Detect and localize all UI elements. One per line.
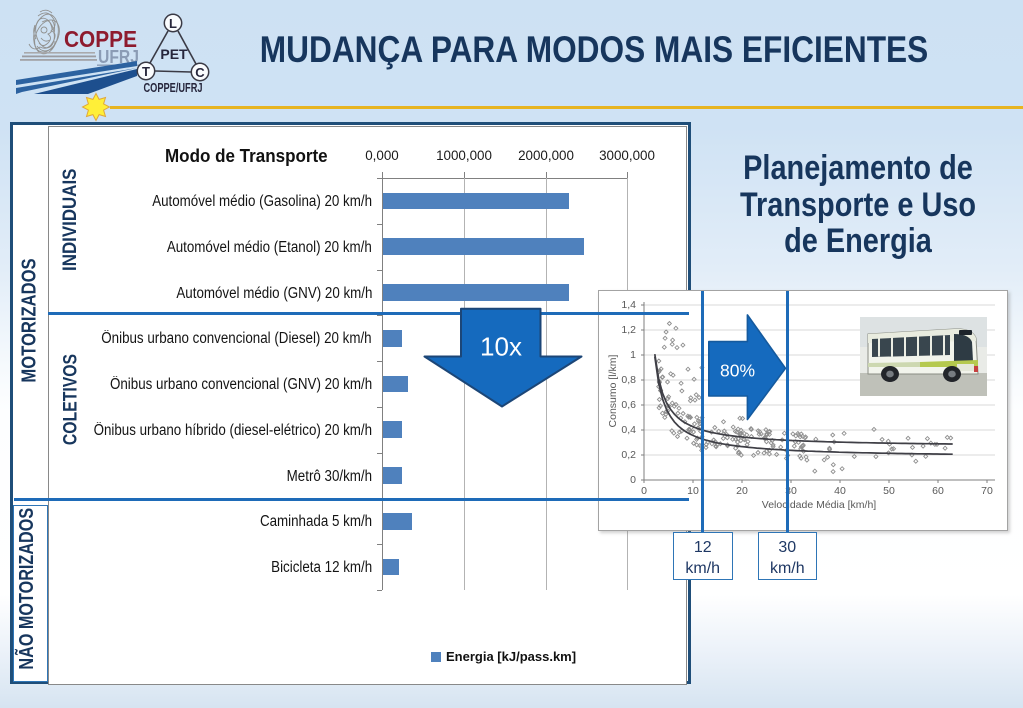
svg-text:L: L: [169, 16, 177, 31]
svg-text:PET: PET: [160, 46, 188, 62]
svg-text:T: T: [142, 64, 150, 79]
svg-text:COPPE: COPPE: [64, 26, 137, 52]
svg-text:COPPE/UFRJ: COPPE/UFRJ: [144, 81, 203, 95]
svg-text:UFRJ: UFRJ: [98, 47, 139, 67]
svg-text:C: C: [195, 65, 205, 80]
svg-text:80%: 80%: [720, 361, 755, 381]
svg-text:10x: 10x: [480, 332, 522, 362]
